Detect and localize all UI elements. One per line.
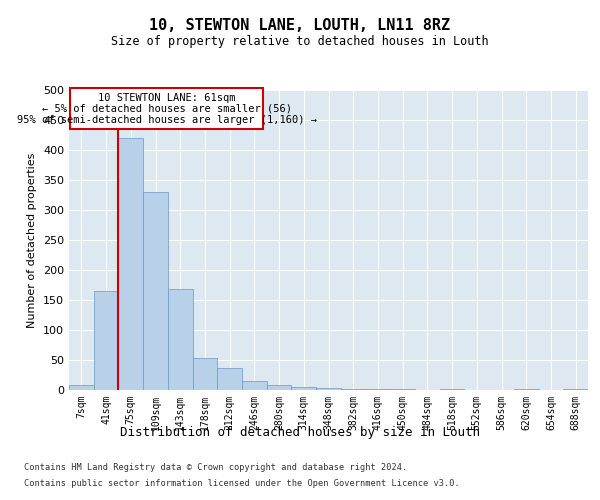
Bar xyxy=(143,192,168,390)
Text: Contains HM Land Registry data © Crown copyright and database right 2024.: Contains HM Land Registry data © Crown c… xyxy=(24,462,407,471)
Text: Contains public sector information licensed under the Open Government Licence v3: Contains public sector information licen… xyxy=(24,479,460,488)
Text: ← 5% of detached houses are smaller (56): ← 5% of detached houses are smaller (56) xyxy=(41,104,292,114)
Bar xyxy=(267,384,292,390)
Bar xyxy=(168,289,193,390)
FancyBboxPatch shape xyxy=(70,88,263,129)
Text: 10, STEWTON LANE, LOUTH, LN11 8RZ: 10, STEWTON LANE, LOUTH, LN11 8RZ xyxy=(149,18,451,32)
Bar xyxy=(217,368,242,390)
Bar xyxy=(118,138,143,390)
Bar xyxy=(193,358,217,390)
Text: Distribution of detached houses by size in Louth: Distribution of detached houses by size … xyxy=(120,426,480,439)
Bar xyxy=(563,389,588,390)
Y-axis label: Number of detached properties: Number of detached properties xyxy=(28,152,37,328)
Text: Size of property relative to detached houses in Louth: Size of property relative to detached ho… xyxy=(111,35,489,48)
Bar xyxy=(341,389,365,390)
Text: 10 STEWTON LANE: 61sqm: 10 STEWTON LANE: 61sqm xyxy=(98,93,235,103)
Bar xyxy=(94,291,118,390)
Bar xyxy=(316,388,341,390)
Bar xyxy=(69,385,94,390)
Text: 95% of semi-detached houses are larger (1,160) →: 95% of semi-detached houses are larger (… xyxy=(17,114,317,124)
Bar xyxy=(242,381,267,390)
Bar xyxy=(292,387,316,390)
